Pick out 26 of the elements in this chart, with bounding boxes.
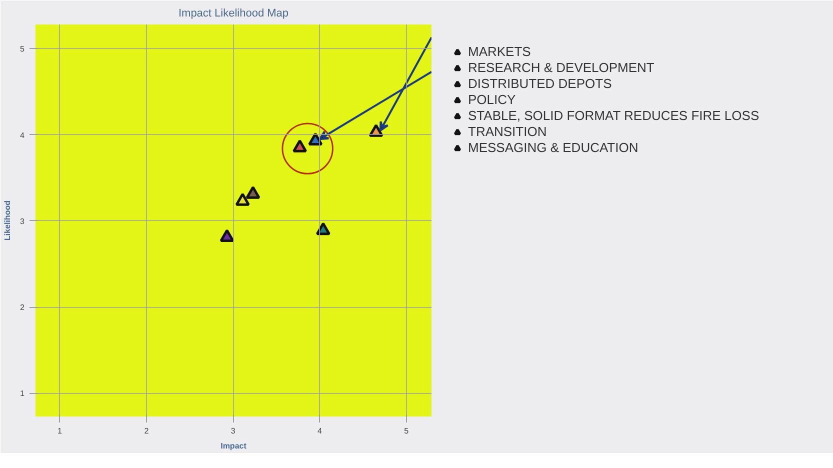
y-tick-label: 5 (20, 44, 26, 54)
chart-title: Impact Likelihood Map (178, 8, 289, 20)
y-tick-label: 3 (20, 216, 26, 226)
point (220, 229, 234, 242)
legend-label: POLICY (468, 92, 516, 107)
y-tick-label: 1 (20, 389, 26, 398)
legend-label: MESSAGING & EDUCATION (468, 140, 638, 155)
point (246, 186, 260, 199)
x-tick-label: 3 (230, 426, 236, 436)
legend-label: RESEARCH & DEVELOPMENT (468, 60, 654, 75)
y-tick-label: 2 (20, 303, 26, 312)
x-tick-label: 2 (144, 426, 150, 436)
point (235, 192, 250, 206)
point (316, 222, 330, 236)
y-axis-title: Likelihood (3, 200, 12, 240)
point (368, 124, 384, 137)
x-tick-label: 1 (58, 426, 63, 436)
legend-label: STABLE, SOLID FORMAT REDUCES FIRE LOSS (468, 108, 760, 123)
x-tick-label: 4 (317, 426, 322, 436)
legend-label: DISTRIBUTED DEPOTS (468, 76, 612, 91)
point (308, 132, 323, 146)
legend-label: TRANSITION (468, 124, 547, 139)
y-tick-label: 4 (20, 130, 26, 140)
x-axis-title: Impact (220, 442, 247, 450)
legend-label: MARKETS (468, 44, 531, 59)
x-tick-label: 5 (404, 426, 410, 436)
